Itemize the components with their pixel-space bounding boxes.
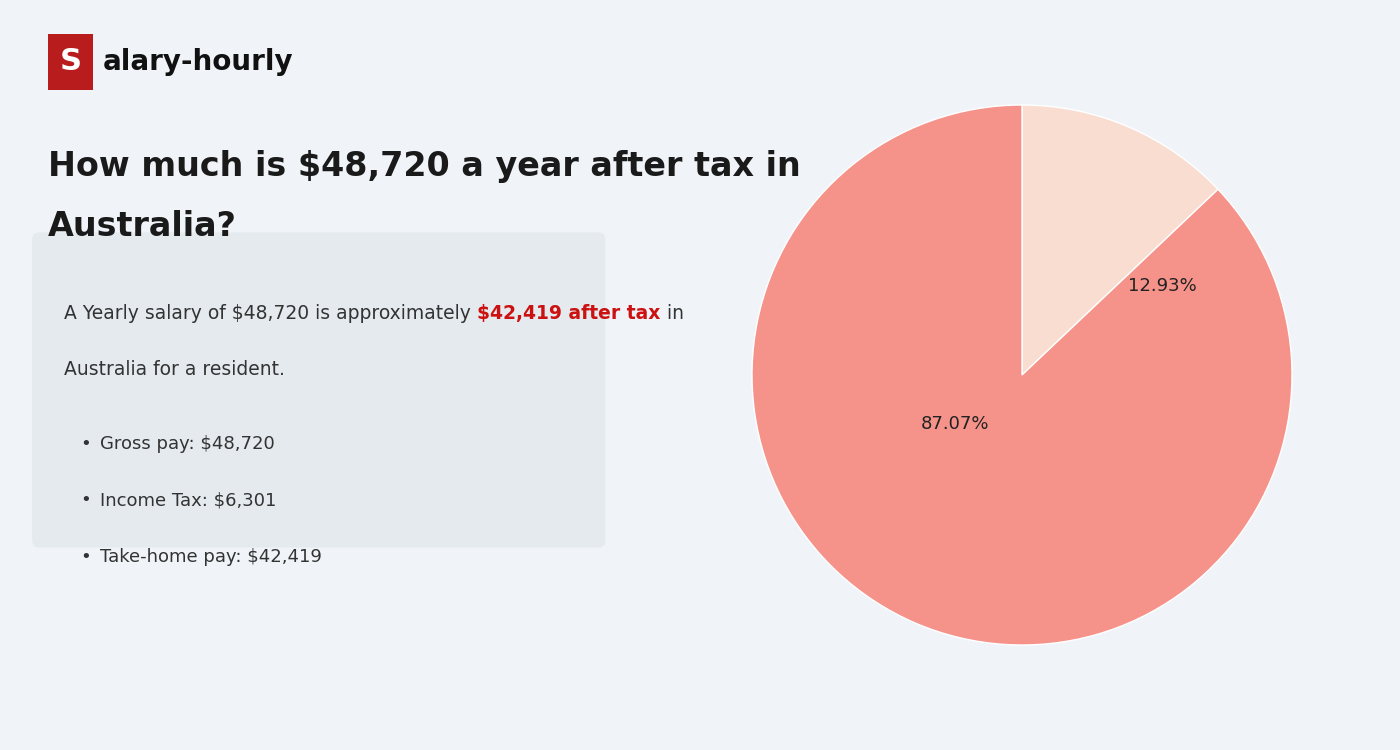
Text: Gross pay: $48,720: Gross pay: $48,720 <box>99 435 274 453</box>
Text: 12.93%: 12.93% <box>1128 277 1197 295</box>
Wedge shape <box>1022 105 1218 375</box>
FancyBboxPatch shape <box>32 232 605 548</box>
Text: 87.07%: 87.07% <box>920 415 988 433</box>
Text: alary-hourly: alary-hourly <box>104 48 294 76</box>
Wedge shape <box>752 105 1292 645</box>
Text: •: • <box>81 548 91 566</box>
Text: S: S <box>60 47 81 76</box>
Text: Australia?: Australia? <box>48 210 237 243</box>
FancyBboxPatch shape <box>48 34 94 90</box>
Text: in: in <box>661 304 683 322</box>
Text: •: • <box>81 491 91 509</box>
Text: Australia for a resident.: Australia for a resident. <box>64 360 286 379</box>
Text: Income Tax: $6,301: Income Tax: $6,301 <box>99 491 276 509</box>
Text: •: • <box>81 435 91 453</box>
Text: How much is $48,720 a year after tax in: How much is $48,720 a year after tax in <box>48 150 801 183</box>
Text: $42,419 after tax: $42,419 after tax <box>477 304 661 322</box>
Text: Take-home pay: $42,419: Take-home pay: $42,419 <box>99 548 322 566</box>
Text: A Yearly salary of $48,720 is approximately: A Yearly salary of $48,720 is approximat… <box>64 304 477 322</box>
